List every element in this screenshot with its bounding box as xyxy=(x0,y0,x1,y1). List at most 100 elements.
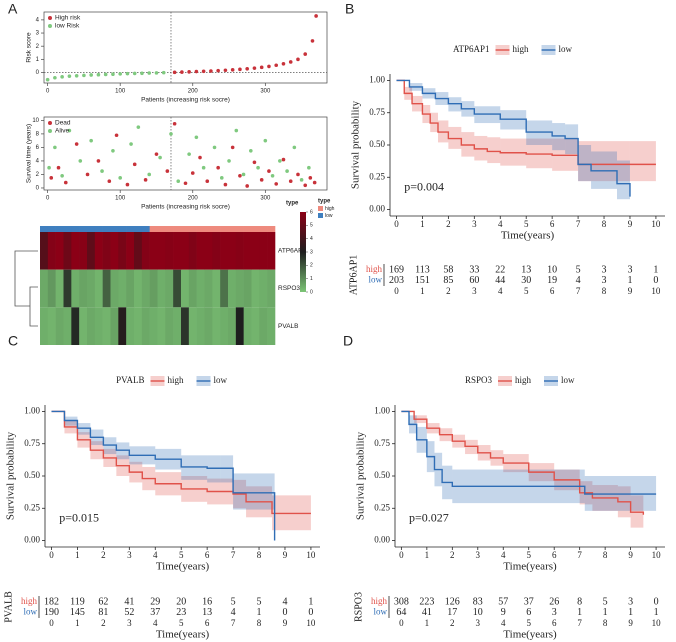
heatmap-cell xyxy=(228,232,237,270)
annotation-cell xyxy=(110,226,119,232)
heatmap-cell xyxy=(63,232,72,270)
x-axis-label: Time(years) xyxy=(501,230,555,242)
annotation-cell xyxy=(196,226,205,232)
heatmap-cell xyxy=(141,307,150,345)
table-x-tick-label: 3 xyxy=(476,618,481,628)
heatmap-cell xyxy=(134,307,143,345)
legend-label: high xyxy=(515,375,532,385)
point xyxy=(47,165,51,170)
table-row-label: high xyxy=(366,264,383,274)
heatmap-cell xyxy=(63,269,72,308)
x-tick-label: 4 xyxy=(153,550,158,560)
at-risk-count: 182 xyxy=(44,596,59,607)
table-row-label: high xyxy=(21,596,38,606)
annotation-cell xyxy=(79,226,88,232)
at-risk-count: 44 xyxy=(495,275,505,286)
annotation-cell xyxy=(220,226,229,232)
point xyxy=(234,128,239,133)
heatmap-cell xyxy=(259,269,268,308)
point xyxy=(161,70,166,75)
point xyxy=(259,178,264,182)
point xyxy=(205,179,210,184)
point xyxy=(230,68,235,72)
point xyxy=(296,172,300,177)
colorbar-tick-label: 5 xyxy=(310,223,313,229)
table-x-tick-label: 8 xyxy=(602,286,607,296)
heatmap-cell xyxy=(118,232,127,270)
point xyxy=(223,182,228,187)
point xyxy=(227,159,231,163)
x-tick-label: 6 xyxy=(550,219,555,229)
heatmap-cell xyxy=(126,269,135,308)
table-y-axis-label: RSPO3 xyxy=(353,592,364,622)
at-risk-count: 9 xyxy=(501,607,506,618)
table-x-tick-label: 8 xyxy=(603,618,608,628)
table-x-tick-label: 1 xyxy=(425,618,430,628)
heatmap-cell xyxy=(251,269,260,308)
point xyxy=(267,169,271,173)
survival-curve xyxy=(51,410,311,515)
colorbar-tick-label: 2 xyxy=(310,263,313,269)
heatmap-cell xyxy=(220,269,229,308)
at-risk-count: 60 xyxy=(469,275,479,286)
x-tick-label: 2 xyxy=(101,550,106,560)
at-risk-count: 13 xyxy=(521,264,531,275)
point xyxy=(96,159,101,163)
legend-label: low Risk xyxy=(55,23,80,30)
at-risk-count: 1 xyxy=(653,264,658,275)
annotation-cell xyxy=(228,226,237,232)
x-tick-label: 10 xyxy=(652,550,662,560)
x-tick-label: 4 xyxy=(501,550,506,560)
y-tick-label: 2 xyxy=(36,172,40,178)
heatmap-cell xyxy=(196,232,205,270)
colorbar-tick-label: 1 xyxy=(310,276,313,282)
heatmap-cell xyxy=(157,269,166,308)
x-tick-label: 100 xyxy=(115,196,126,202)
heatmap-cell xyxy=(79,307,88,345)
point xyxy=(230,145,235,150)
point xyxy=(147,71,152,75)
x-tick-label: 3 xyxy=(472,219,477,229)
heatmap-cell xyxy=(243,307,252,345)
legend-title: ATP6AP1 xyxy=(453,44,490,54)
at-risk-count: 22 xyxy=(495,264,505,275)
point xyxy=(281,62,286,66)
survival-curve xyxy=(401,410,657,495)
point xyxy=(201,69,206,74)
point xyxy=(190,171,195,175)
y-tick-label: 3 xyxy=(36,31,40,37)
table-x-tick-label: 10 xyxy=(651,286,661,296)
x-tick-label: 1 xyxy=(420,219,425,229)
annotation-cell xyxy=(63,226,72,232)
annotation-cell xyxy=(157,226,166,232)
at-risk-count: 8 xyxy=(577,596,582,607)
point xyxy=(303,52,308,56)
panel-label: C xyxy=(8,333,18,349)
y-axis-label: Survival probability xyxy=(350,100,362,189)
point xyxy=(312,180,317,185)
table-x-tick-label: 4 xyxy=(501,618,506,628)
heatmap-cell xyxy=(259,232,268,270)
annotation-cell xyxy=(212,226,221,232)
x-tick-label: 3 xyxy=(476,550,481,560)
dendrogram-branch xyxy=(14,250,38,307)
table-x-tick-label: 9 xyxy=(628,286,633,296)
point xyxy=(176,179,181,184)
heatmap-cell xyxy=(267,307,276,345)
heatmap-cell xyxy=(149,307,158,345)
heatmap-cell xyxy=(110,232,119,270)
table-x-tick-label: 2 xyxy=(101,618,106,628)
point xyxy=(212,145,217,150)
point xyxy=(107,179,112,184)
table-row-label: low xyxy=(374,607,388,617)
heatmap-cell xyxy=(40,269,49,308)
x-tick-label: 10 xyxy=(651,219,661,229)
point xyxy=(154,71,159,75)
legend-label: high xyxy=(325,206,335,212)
point xyxy=(314,14,318,18)
heatmap-cell xyxy=(251,232,260,270)
heatmap-cell xyxy=(235,269,244,308)
table-x-tick-label: 3 xyxy=(472,286,477,296)
heatmap-cell xyxy=(71,269,80,308)
y-tick-label: 0.25 xyxy=(24,502,40,512)
